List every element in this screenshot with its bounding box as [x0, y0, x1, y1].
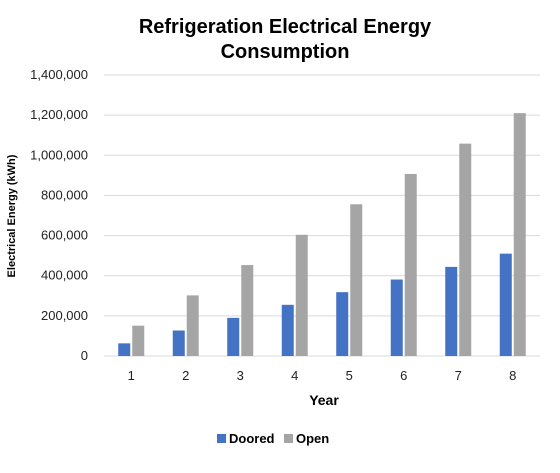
bar-open-year-1	[132, 325, 145, 356]
bar-doored-year-7	[445, 266, 458, 356]
x-tick-label: 6	[400, 368, 407, 383]
y-tick-label: 600,000	[41, 228, 88, 243]
bar-doored-year-3	[227, 317, 240, 356]
x-axis-label: Year	[309, 392, 339, 408]
x-tick-label: 8	[509, 368, 516, 383]
bar-doored-year-1	[118, 343, 131, 356]
bar-open-year-2	[186, 295, 199, 356]
bar-open-year-8	[513, 113, 526, 356]
bar-open-year-5	[350, 204, 363, 356]
legend-label-open: Open	[296, 431, 329, 446]
y-tick-label: 1,000,000	[30, 147, 88, 162]
x-tick-label: 4	[291, 368, 298, 383]
bars	[118, 113, 526, 356]
bar-open-year-7	[459, 143, 472, 356]
y-tick-label: 200,000	[41, 308, 88, 323]
legend-swatch-doored	[217, 434, 226, 443]
bar-doored-year-4	[281, 304, 294, 356]
bar-open-year-4	[295, 234, 308, 356]
x-tick-label: 3	[237, 368, 244, 383]
bar-open-year-3	[241, 265, 254, 356]
gridlines	[104, 74, 540, 357]
y-tick-label: 0	[81, 348, 88, 363]
legend-swatch-open	[284, 434, 293, 443]
y-axis-label: Electrical Energy (kWh)	[6, 154, 18, 277]
bar-doored-year-5	[336, 292, 349, 356]
bar-open-year-6	[404, 173, 417, 356]
bar-doored-year-2	[172, 330, 185, 356]
x-tick-label: 1	[128, 368, 135, 383]
legend: Doored Open	[217, 431, 329, 446]
y-tick-label: 1,400,000	[30, 67, 88, 82]
y-axis-ticks: 0 200,000 400,000 600,000 800,000 1,000,000 1,…	[30, 67, 88, 363]
bar-doored-year-6	[390, 279, 403, 356]
chart-title-line-1: Refrigeration Electrical Energy	[139, 16, 432, 38]
x-tick-label: 7	[455, 368, 462, 383]
x-tick-label: 2	[182, 368, 189, 383]
legend-label-doored: Doored	[229, 431, 275, 446]
y-tick-label: 800,000	[41, 187, 88, 202]
y-tick-label: 1,200,000	[30, 107, 88, 122]
x-axis-ticks: 1 2 3 4 5 6 7 8	[128, 368, 517, 383]
bar-doored-year-8	[499, 253, 512, 356]
y-tick-label: 400,000	[41, 268, 88, 283]
chart-title-line-2: Consumption	[221, 41, 350, 63]
x-tick-label: 5	[346, 368, 353, 383]
